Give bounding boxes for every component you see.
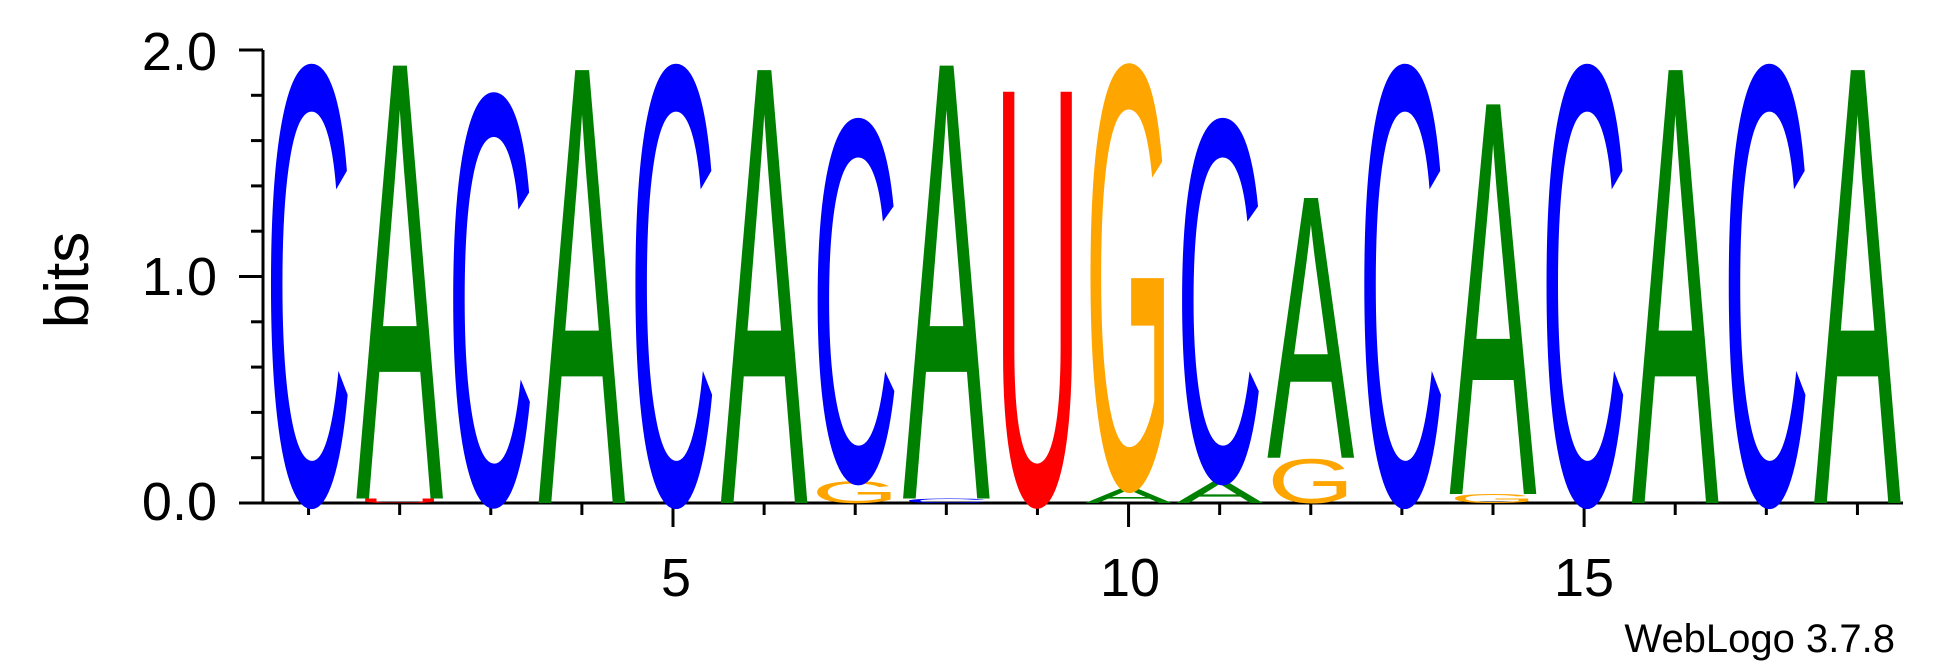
logo-letter-c: C bbox=[1723, 0, 1810, 638]
x-tick-label-10: 10 bbox=[1100, 548, 1160, 608]
logo-letter-c: C bbox=[1358, 0, 1445, 638]
logo-letters: C UA C A C A GC CA U AG AC GA C GA C A C A bbox=[265, 0, 1902, 638]
logo-letter-a: A bbox=[1632, 0, 1720, 637]
logo-letter-u: U bbox=[994, 0, 1081, 631]
y-minor-ticks bbox=[239, 48, 263, 505]
y-tick-label-2: 2.0 bbox=[142, 22, 217, 82]
logo-letter-c: C bbox=[447, 0, 534, 628]
logo-letter-a: A bbox=[903, 0, 991, 633]
logo-letter-c: C bbox=[265, 0, 352, 638]
y-tick-label-1: 1.0 bbox=[142, 247, 217, 307]
logo-letter-a: A bbox=[1814, 0, 1902, 637]
logo-letter-g: G bbox=[811, 475, 898, 510]
logo-letter-a: A bbox=[1176, 475, 1264, 510]
logo-letter-c: C bbox=[903, 497, 990, 504]
logo-letter-c: C bbox=[1176, 11, 1263, 591]
logo-letter-a: A bbox=[1085, 483, 1173, 508]
logo-letter-g: G bbox=[1449, 492, 1536, 506]
logo-letter-a: A bbox=[721, 0, 809, 637]
logo-letter-u: U bbox=[356, 497, 443, 504]
x-tick-label-5: 5 bbox=[661, 548, 691, 608]
logo-letter-g: G bbox=[1085, 0, 1172, 616]
logo-letter-a: A bbox=[1449, 0, 1537, 615]
logo-letter-c: C bbox=[1540, 0, 1627, 638]
x-tick-label-15: 15 bbox=[1554, 548, 1614, 608]
logo-letter-g: G bbox=[1267, 447, 1354, 517]
logo-letter-a: A bbox=[356, 0, 444, 633]
y-tick-label-0: 0.0 bbox=[142, 472, 217, 532]
logo-letter-a: A bbox=[538, 0, 626, 637]
logo-letter-a: A bbox=[1267, 116, 1355, 538]
weblogo-version-label: WebLogo 3.7.8 bbox=[1624, 617, 1895, 661]
logo-letter-c: C bbox=[629, 0, 716, 638]
x-minor-ticks bbox=[307, 503, 1859, 527]
y-axis-label: bits bbox=[33, 232, 102, 328]
logo-letter-c: C bbox=[811, 11, 898, 591]
